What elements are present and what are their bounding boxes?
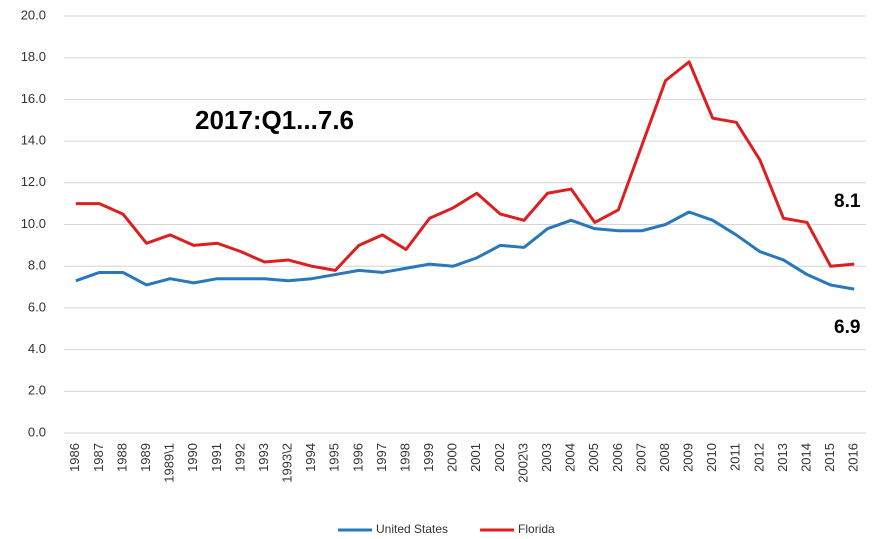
annotation: 2017:Q1...7.6 [195,105,354,135]
y-tick-label: 2.0 [28,383,46,398]
y-tick-label: 6.0 [28,299,46,314]
x-tick-label: 1995 [327,443,342,472]
line-series [75,210,855,291]
line-series [75,60,855,272]
x-tick-label: 1986 [67,443,82,472]
legend-label: Florida [518,522,555,536]
y-tick-label: 18.0 [21,49,46,64]
x-tick-label: 1989\1 [162,443,177,483]
x-tick-label: 1994 [303,443,318,472]
y-tick-label: 20.0 [21,7,46,22]
x-tick-label: 2004 [563,443,578,472]
x-tick-label: 2012 [751,443,766,472]
x-tick-label: 2001 [468,443,483,472]
x-tick-label: 1998 [397,443,412,472]
legend-label: United States [376,522,448,536]
annotation: 8.1 [834,191,861,212]
x-tick-label: 1987 [91,443,106,472]
x-tick-label: 2003 [539,443,554,472]
x-tick-label: 2002\3 [515,443,530,483]
x-tick-label: 2010 [704,443,719,472]
y-tick-label: 4.0 [28,341,46,356]
x-tick-label: 1993\2 [280,443,295,483]
x-tick-label: 1993 [256,443,271,472]
x-tick-label: 1988 [114,443,129,472]
y-tick-label: 8.0 [28,258,46,273]
x-tick-label: 2015 [822,443,837,472]
x-tick-label: 2000 [445,443,460,472]
x-tick-label: 2008 [657,443,672,472]
y-tick-label: 12.0 [21,174,46,189]
x-tick-label: 1989 [138,443,153,472]
x-tick-label: 1990 [185,443,200,472]
x-tick-label: 2009 [681,443,696,472]
x-tick-label: 2014 [798,443,813,472]
x-tick-label: 2007 [633,443,648,472]
x-tick-label: 1997 [374,443,389,472]
x-tick-label: 2005 [586,443,601,472]
x-tick-label: 1999 [421,443,436,472]
x-tick-label: 2006 [610,443,625,472]
x-tick-label: 2016 [846,443,861,472]
x-tick-label: 2002 [492,443,507,472]
y-tick-label: 16.0 [21,91,46,106]
annotation: 6.9 [834,317,860,338]
x-tick-label: 2013 [775,443,790,472]
x-tick-label: 1992 [232,443,247,472]
y-tick-label: 10.0 [21,216,46,231]
x-tick-label: 1996 [350,443,365,472]
y-tick-label: 14.0 [21,133,46,148]
x-tick-label: 2011 [728,443,743,471]
x-tick-label: 1991 [209,443,224,472]
y-tick-label: 0.0 [28,424,46,439]
